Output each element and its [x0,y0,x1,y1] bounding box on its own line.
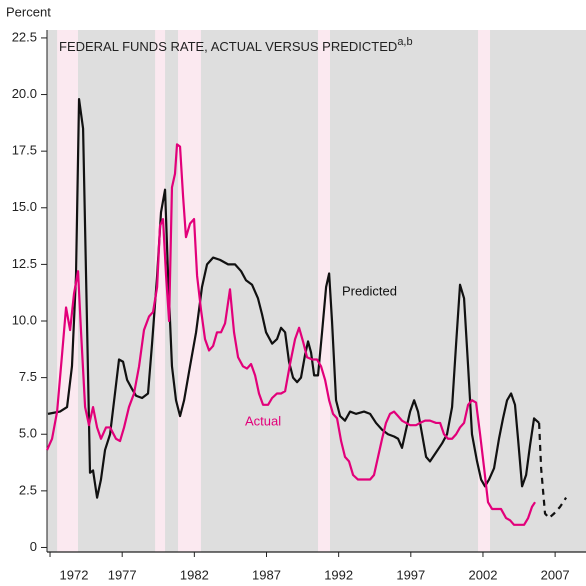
x-tick-label: 1987 [252,567,281,582]
y-tick-label: 2.5 [19,482,37,497]
chart-title: FEDERAL FUNDS RATE, ACTUAL VERSUS PREDIC… [59,36,413,55]
x-tick-label: 1982 [180,567,209,582]
title-main: FEDERAL FUNDS RATE, ACTUAL VERSUS PREDIC… [59,39,397,54]
x-tick-label: 2002 [469,567,498,582]
y-tick-label: 0 [30,539,37,554]
series-line [47,97,540,499]
x-tick-label: 1997 [396,567,425,582]
series-line [538,422,568,520]
recession-band [57,30,79,552]
y-tick-label: 17.5 [12,143,37,158]
series-label: Actual [245,413,281,428]
y-tick-label: 10.0 [12,312,37,327]
y-tick-label: 20.0 [12,86,37,101]
y-tick-label: 15.0 [12,199,37,214]
y-tick-label: 5.0 [19,426,37,441]
y-tick-label: 7.5 [19,369,37,384]
y-tick-label: 12.5 [12,256,37,271]
recession-band [178,30,201,552]
series-line [45,143,536,526]
x-tick-label: 1977 [108,567,137,582]
title-superscript: a,b [397,36,412,48]
x-tick-label: 1972 [60,567,89,582]
x-tick-label: 2007 [541,567,570,582]
recession-band [478,30,491,552]
y-axis-label: Percent [6,4,51,19]
recession-band [155,30,166,552]
y-tick-label: 22.5 [12,29,37,44]
series-label: Predicted [342,283,397,298]
plot-background [47,30,586,552]
x-tick-label: 1992 [324,567,353,582]
recession-band [318,30,330,552]
